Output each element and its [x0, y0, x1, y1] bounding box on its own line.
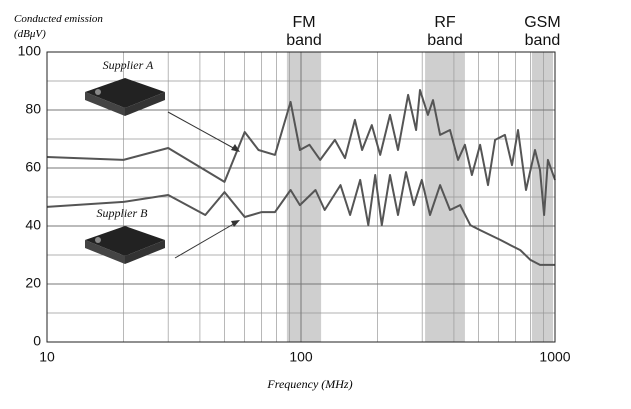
series-line	[46, 171, 555, 266]
chip-b	[85, 226, 165, 264]
x-tick-label: 100	[289, 349, 313, 365]
y-tick-label: 60	[25, 159, 41, 175]
arrow-head	[231, 144, 240, 152]
series-label: Supplier A	[103, 58, 154, 72]
arrow	[174, 221, 238, 259]
band-label: RF band	[427, 14, 463, 49]
arrow-head	[231, 220, 240, 227]
y-tick-label: 100	[18, 43, 42, 59]
y-tick-label: 20	[25, 275, 41, 291]
series-line	[46, 89, 556, 216]
y-tick-label: 40	[25, 217, 41, 233]
band-label: FM band	[286, 14, 322, 49]
plot-frame	[46, 51, 556, 343]
y-axis-title: Conducted emission (dBμV)	[14, 13, 103, 40]
lines	[46, 89, 556, 266]
series-label: Supplier B	[97, 206, 149, 220]
y-tick-label: 80	[25, 101, 41, 117]
band-label: GSM band	[524, 14, 561, 49]
y-tick-label: 0	[33, 333, 41, 349]
x-tick-label: 1000	[539, 349, 570, 365]
arrow	[167, 111, 238, 151]
chip-a	[85, 78, 165, 116]
x-axis-title: Frequency (MHz)	[267, 377, 353, 391]
x-tick-label: 10	[39, 349, 55, 365]
